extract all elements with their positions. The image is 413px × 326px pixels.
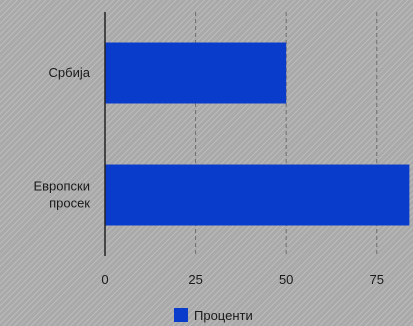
legend-label: Проценти xyxy=(194,308,253,323)
legend: Проценти xyxy=(174,308,253,323)
x-tick-label-50: 50 xyxy=(279,272,293,287)
bar-0 xyxy=(105,42,287,104)
category-label-1-0: Европски xyxy=(33,179,90,194)
x-tick-labels: 0 25 50 75 xyxy=(101,272,384,287)
legend-swatch xyxy=(174,308,188,322)
x-tick-label-75: 75 xyxy=(370,272,384,287)
category-label-1-1: просек xyxy=(49,196,90,211)
category-label-0-0: Србија xyxy=(49,65,91,80)
x-tick-label-0: 0 xyxy=(101,272,108,287)
bar-1 xyxy=(105,164,410,226)
category-labels: Србија Европски просек xyxy=(33,65,90,211)
x-tick-label-25: 25 xyxy=(188,272,202,287)
bars xyxy=(105,42,410,226)
